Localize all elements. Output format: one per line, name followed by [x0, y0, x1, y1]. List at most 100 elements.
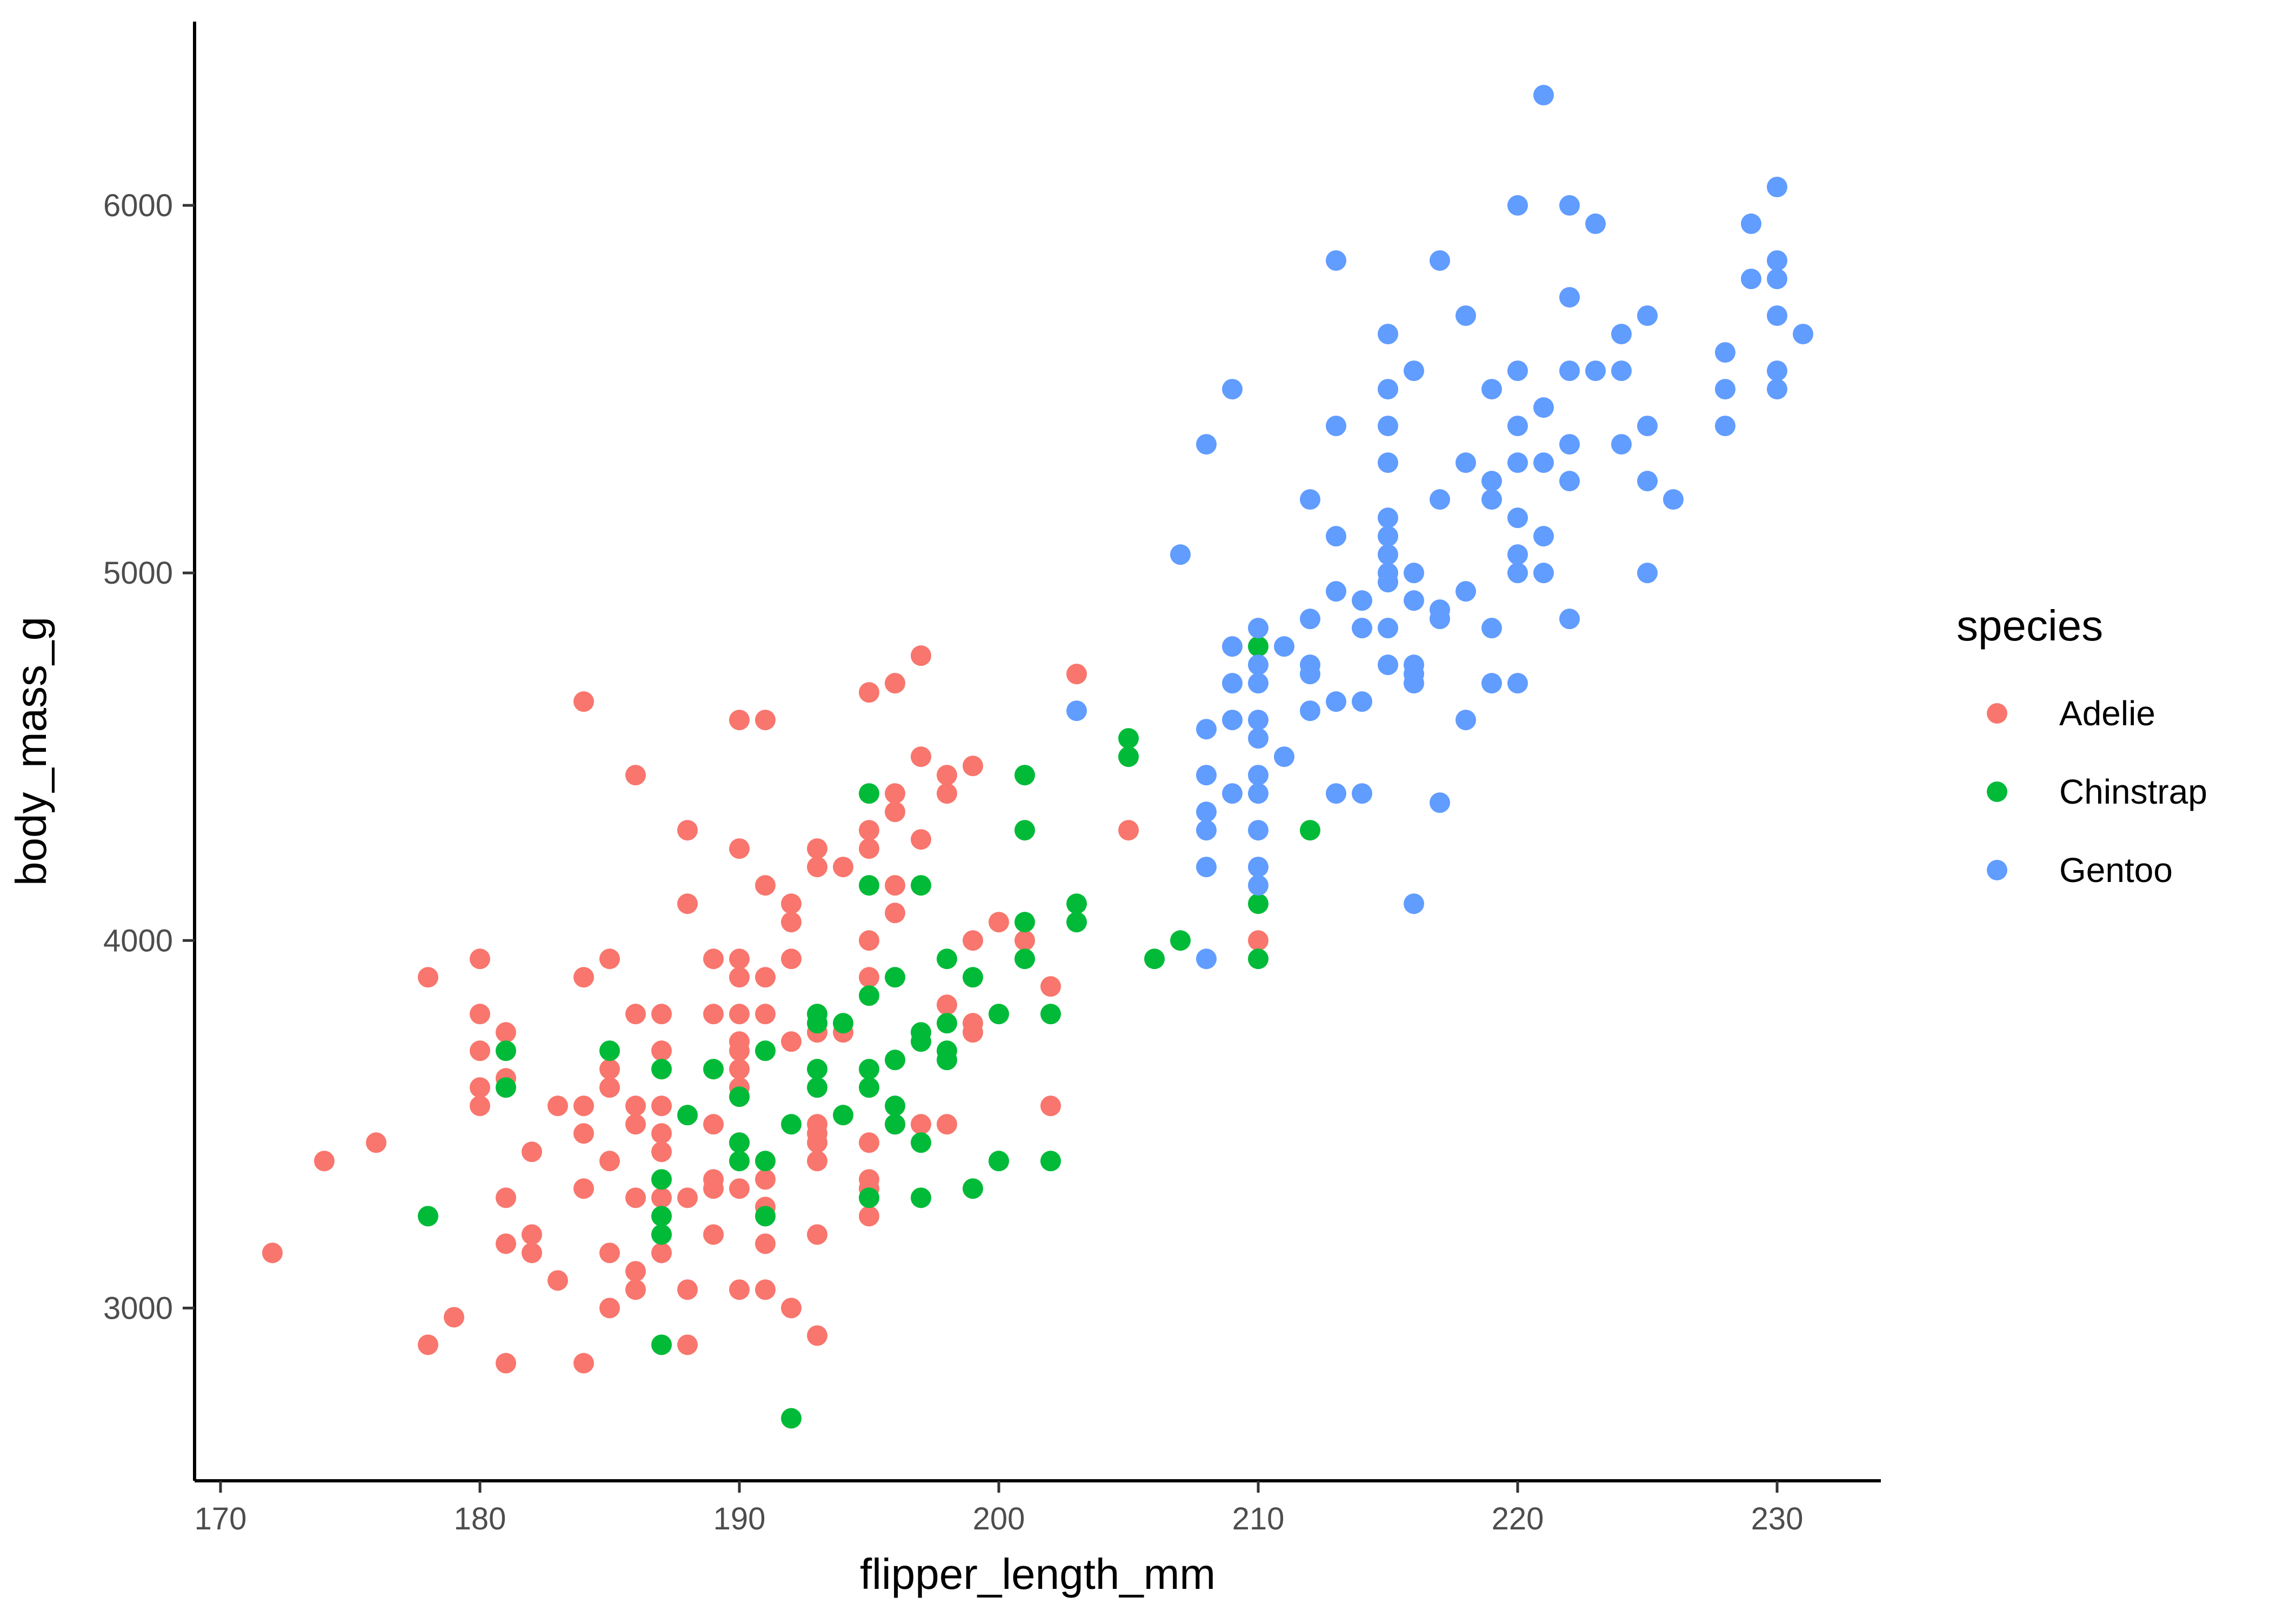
data-point — [1300, 664, 1320, 685]
data-point — [729, 967, 750, 988]
data-point — [1144, 948, 1165, 970]
points-layer — [262, 85, 1813, 1429]
data-point — [885, 783, 905, 804]
x-axis-title: flipper_length_mm — [860, 1550, 1216, 1598]
data-point — [651, 1206, 672, 1227]
data-point — [625, 1261, 646, 1282]
data-point — [859, 838, 879, 859]
data-point — [1326, 691, 1346, 712]
data-point — [989, 1151, 1009, 1172]
data-point — [859, 783, 879, 804]
data-point — [885, 967, 905, 988]
data-point — [859, 1059, 879, 1080]
data-point — [781, 912, 802, 933]
data-point — [1378, 544, 1398, 565]
data-point — [1196, 948, 1217, 970]
data-point — [1456, 581, 1476, 602]
data-point — [963, 756, 983, 777]
data-point — [548, 1270, 568, 1291]
data-point — [1404, 563, 1424, 584]
data-point — [911, 1187, 931, 1208]
data-point — [859, 820, 879, 841]
data-point — [1352, 590, 1372, 611]
data-point — [599, 1242, 620, 1264]
data-point — [859, 1187, 879, 1208]
data-point — [807, 1013, 827, 1034]
data-point — [1066, 912, 1087, 933]
data-point — [1248, 783, 1268, 804]
data-point — [1637, 305, 1658, 326]
data-point — [859, 1206, 879, 1227]
data-point — [1767, 250, 1787, 271]
data-point — [1248, 618, 1268, 639]
data-point — [470, 948, 490, 970]
data-point — [1404, 893, 1424, 914]
data-point — [470, 1095, 490, 1117]
legend: species Adelie Chinstrap Gentoo — [1957, 602, 2207, 890]
data-point — [1378, 526, 1398, 547]
data-point — [885, 801, 905, 823]
data-point — [651, 1141, 672, 1162]
data-point — [885, 903, 905, 924]
data-point — [444, 1307, 464, 1328]
data-point — [1300, 609, 1320, 630]
data-point — [1741, 213, 1761, 235]
data-point — [1300, 820, 1320, 841]
data-point — [937, 1013, 957, 1034]
data-point — [651, 1004, 672, 1025]
data-point — [1507, 195, 1528, 216]
data-point — [573, 967, 594, 988]
data-point — [755, 710, 776, 731]
data-point — [1481, 618, 1502, 639]
data-point — [1481, 489, 1502, 510]
data-point — [755, 1040, 776, 1061]
data-point — [1222, 783, 1243, 804]
data-point — [755, 1151, 776, 1172]
data-point — [807, 1151, 827, 1172]
data-point — [1326, 783, 1346, 804]
data-point — [859, 682, 879, 703]
data-point — [1378, 618, 1398, 639]
x-tick-label: 190 — [713, 1501, 766, 1536]
x-tick-label: 180 — [454, 1501, 506, 1536]
data-point — [1767, 379, 1787, 400]
data-point — [989, 1004, 1009, 1025]
data-point — [1222, 636, 1243, 657]
data-point — [1404, 590, 1424, 611]
data-point — [418, 1334, 438, 1355]
data-point — [599, 1151, 620, 1172]
data-point — [1326, 526, 1346, 547]
data-point — [1248, 893, 1268, 914]
data-point — [1248, 710, 1268, 731]
data-point — [1456, 305, 1476, 326]
data-point — [599, 1059, 620, 1080]
data-point — [859, 985, 879, 1006]
data-point — [729, 1004, 750, 1025]
data-point — [911, 875, 931, 896]
data-point — [1352, 691, 1372, 712]
data-point — [807, 1059, 827, 1080]
data-point — [1300, 700, 1320, 721]
data-point — [885, 1050, 905, 1071]
data-point — [833, 857, 853, 878]
data-point — [1430, 609, 1450, 630]
data-point — [1559, 471, 1580, 492]
data-point — [1248, 875, 1268, 896]
data-point — [1559, 434, 1580, 455]
data-point — [677, 1187, 698, 1208]
data-point — [677, 893, 698, 914]
data-point — [625, 1004, 646, 1025]
y-axis-ticks: 3000 4000 5000 6000 — [103, 188, 195, 1326]
data-point — [1248, 654, 1268, 676]
data-point — [937, 948, 957, 970]
data-point — [833, 1013, 853, 1034]
data-point — [1066, 700, 1087, 721]
data-point — [1248, 857, 1268, 878]
data-point — [1533, 563, 1554, 584]
data-point — [651, 1040, 672, 1061]
data-point — [1378, 379, 1398, 400]
data-point — [729, 1059, 750, 1080]
data-point — [937, 1114, 957, 1135]
data-point — [470, 1004, 490, 1025]
